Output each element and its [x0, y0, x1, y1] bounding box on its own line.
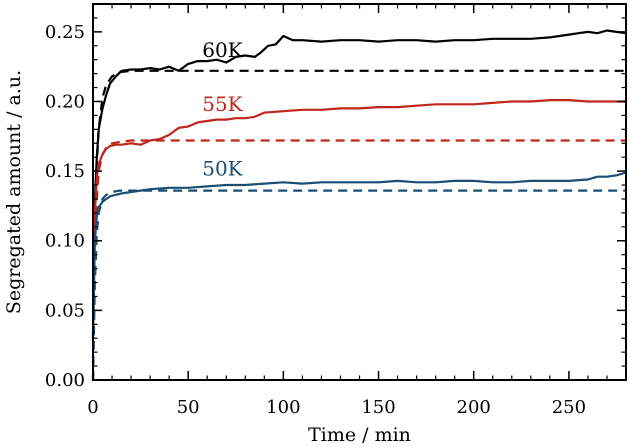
- y-tick-label: 0.15: [45, 161, 85, 182]
- series-label-50k: 50K: [202, 156, 243, 180]
- y-tick-label: 0.05: [45, 300, 85, 321]
- x-tick-label: 50: [177, 397, 200, 418]
- y-tick-label: 0.10: [45, 231, 85, 252]
- plot-frame: [92, 3, 627, 381]
- y-tick-label: 0.00: [45, 370, 85, 391]
- series-line-60k: [91, 29, 627, 339]
- x-tick-label: 250: [552, 397, 586, 418]
- x-tick-label: 100: [266, 397, 300, 418]
- series-line-50k-fit: [91, 189, 626, 381]
- x-axis-ticks: 0 50 100 150 200 250: [87, 4, 608, 418]
- plot-content: [91, 29, 627, 381]
- x-tick-label: 200: [457, 397, 491, 418]
- series-line-55k-fit: [91, 139, 626, 381]
- series-label-55k: 55K: [202, 92, 243, 116]
- series-line-50k: [91, 171, 627, 339]
- y-axis-title: Segregated amount / a.u.: [3, 70, 25, 314]
- series-line-55k: [91, 98, 626, 339]
- y-axis-ticks: 0.00 0.05 0.10 0.15 0.20 0.25: [45, 17, 626, 391]
- y-tick-label: 0.25: [45, 22, 85, 43]
- y-tick-label: 0.20: [45, 91, 85, 112]
- x-axis-title: Time / min: [308, 424, 411, 446]
- x-tick-label: 0: [87, 397, 98, 418]
- x-tick-label: 150: [361, 397, 395, 418]
- series-label-60k: 60K: [202, 38, 243, 62]
- series-annotations: 60K 55K 50K: [202, 38, 243, 180]
- series-line-60k-fit: [91, 69, 626, 381]
